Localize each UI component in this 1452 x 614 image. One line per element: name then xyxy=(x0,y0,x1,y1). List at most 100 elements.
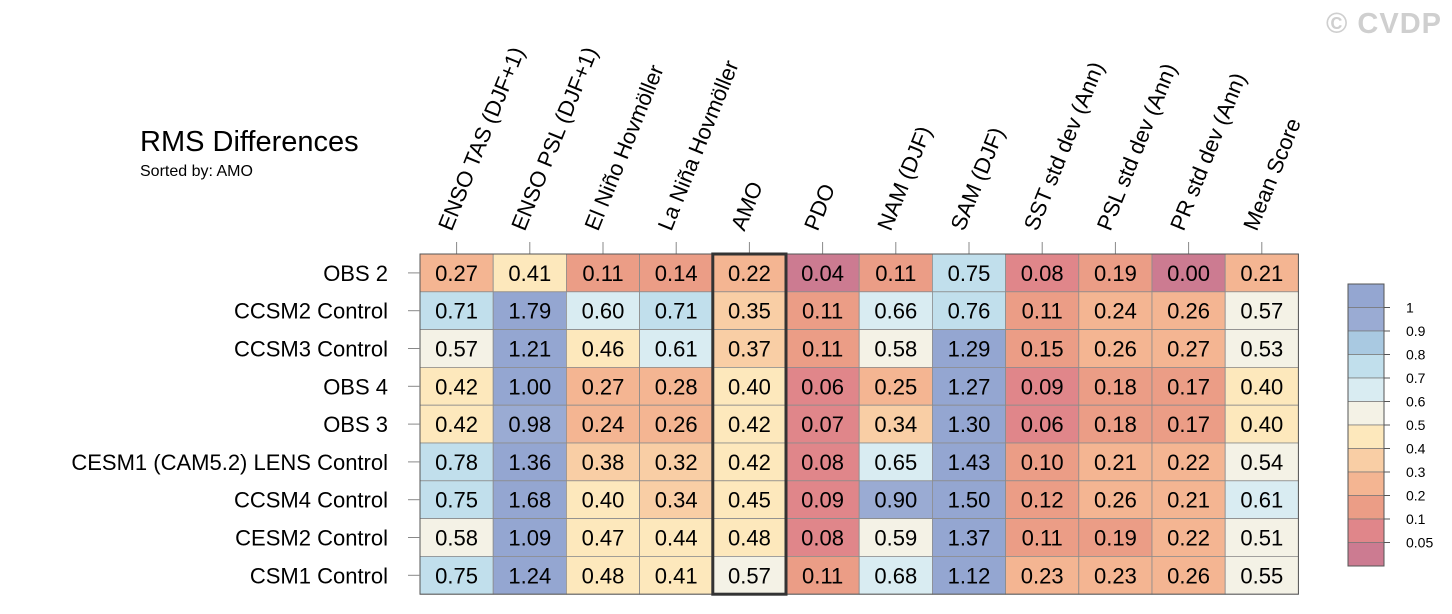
cell-value: 0.27 xyxy=(435,261,478,286)
cell-value: 0.34 xyxy=(655,488,698,513)
cell-value: 1.43 xyxy=(948,450,991,475)
cell-ccsm2-control-amo xyxy=(712,291,787,330)
cell-ccsm2-control-sst-std-dev-ann xyxy=(1005,291,1080,330)
cell-csm1-control-pr-std-dev-ann xyxy=(1151,556,1226,595)
heatmap-cells: 0.27 0.41 0.11 0.14 0.22 0.04 0.11 0.75 0.08 0.19… xyxy=(419,253,1299,595)
column-label-nam-djf: NAM (DJF) xyxy=(872,123,936,234)
row-labels: OBS 2 CCSM2 Control CCSM3 Control OBS 4 OBS … xyxy=(71,261,420,588)
cell-value: 1.68 xyxy=(508,488,551,513)
cell-value: 0.11 xyxy=(1022,526,1063,551)
column-label-sst-std-dev-ann: SST std dev (Ann) xyxy=(1019,58,1109,234)
cell-value: 0.27 xyxy=(582,374,625,399)
column-label-sam-djf: SAM (DJF) xyxy=(945,124,1009,234)
cell-ccsm4-control-sam-djf xyxy=(932,480,1007,519)
cell-value: 0.37 xyxy=(728,337,771,362)
chart-title: RMS Differences xyxy=(140,126,359,158)
cell-value: 0.57 xyxy=(435,337,478,362)
cell-value: 0.35 xyxy=(728,299,771,324)
cell-cesm1-cam5-2-lens-control-la-nina-hovmoller xyxy=(639,442,714,482)
colorbar-label: 0.5 xyxy=(1406,417,1426,433)
cell-cesm1-cam5-2-lens-control-pr-std-dev-ann xyxy=(1151,442,1226,482)
cell-obs-2-nam-djf xyxy=(858,253,933,293)
cell-value: 0.19 xyxy=(1094,526,1137,551)
row-label-csm1-control: CSM1 Control xyxy=(250,563,388,588)
cell-value: 0.08 xyxy=(801,526,844,551)
cell-value: 1.21 xyxy=(508,337,551,362)
cell-value: 0.19 xyxy=(1094,261,1137,286)
cell-value: 0.58 xyxy=(435,526,478,551)
cell-value: 0.23 xyxy=(1094,563,1137,588)
cell-value: 0.53 xyxy=(1240,337,1283,362)
cell-value: 0.22 xyxy=(1167,526,1210,551)
cell-value: 0.38 xyxy=(582,450,625,475)
cell-csm1-control-pdo xyxy=(785,556,860,595)
highlight-column-box xyxy=(711,252,788,596)
cell-value: 0.57 xyxy=(728,563,771,588)
colorbar-swatch xyxy=(1347,471,1385,496)
colorbar-swatch xyxy=(1347,518,1385,543)
cell-value: 1.12 xyxy=(948,563,991,588)
cell-value: 0.54 xyxy=(1240,450,1283,475)
colorbar-swatch xyxy=(1347,495,1385,520)
colorbar-label: 1 xyxy=(1406,300,1414,316)
cell-value: 0.27 xyxy=(1167,337,1210,362)
cell-value: 0.42 xyxy=(435,412,478,437)
cell-obs-4-la-nina-hovmoller xyxy=(639,366,714,406)
cell-ccsm4-control-enso-psl-djf-1 xyxy=(492,480,567,519)
cell-value: 0.66 xyxy=(874,299,917,324)
cell-value: 0.15 xyxy=(1021,337,1064,362)
cell-cesm1-cam5-2-lens-control-sam-djf xyxy=(932,442,1007,482)
cell-obs-3-sst-std-dev-ann xyxy=(1005,404,1080,444)
cell-ccsm4-control-mean-score xyxy=(1224,480,1299,519)
cell-value: 0.34 xyxy=(874,412,917,437)
column-ticks xyxy=(456,242,1263,254)
cell-obs-4-mean-score xyxy=(1224,366,1299,406)
row-label-ccsm3-control: CCSM3 Control xyxy=(234,337,388,362)
cell-value: 0.06 xyxy=(801,374,844,399)
column-label-psl-std-dev-ann: PSL std dev (Ann) xyxy=(1092,60,1182,234)
cell-obs-3-sam-djf xyxy=(932,404,1007,444)
cell-ccsm2-control-el-nino-hovmoller xyxy=(566,291,641,330)
colorbar-swatch xyxy=(1347,542,1385,567)
cell-value: 0.65 xyxy=(874,450,917,475)
cell-value: 1.00 xyxy=(508,374,551,399)
cell-value: 0.71 xyxy=(435,299,478,324)
cell-cesm2-control-sst-std-dev-ann xyxy=(1005,518,1080,557)
column-label-pr-std-dev-ann: PR std dev (Ann) xyxy=(1165,69,1251,234)
cell-ccsm2-control-mean-score xyxy=(1224,291,1299,330)
colorbar-label: 0.3 xyxy=(1406,464,1426,480)
cell-value: 0.61 xyxy=(655,337,698,362)
cell-value: 0.59 xyxy=(874,526,917,551)
cell-value: 0.55 xyxy=(1240,563,1283,588)
cell-value: 1.37 xyxy=(948,526,991,551)
colorbar-label: 0.4 xyxy=(1406,441,1426,457)
colorbar-swatch xyxy=(1347,354,1385,379)
cell-ccsm2-control-psl-std-dev-ann xyxy=(1078,291,1153,330)
cell-value: 0.75 xyxy=(435,488,478,513)
cell-value: 1.29 xyxy=(948,337,991,362)
cell-value: 0.21 xyxy=(1167,488,1210,513)
cell-value: 0.07 xyxy=(801,412,844,437)
cell-value: 0.11 xyxy=(875,261,916,286)
cell-ccsm2-control-enso-tas-djf-1 xyxy=(419,291,494,330)
cell-obs-3-amo xyxy=(712,404,787,444)
cell-value: 0.78 xyxy=(435,450,478,475)
cell-obs-4-pdo xyxy=(785,366,860,406)
colorbar-label: 0.6 xyxy=(1406,394,1426,410)
watermark: © CVDP xyxy=(1326,8,1442,40)
column-label-mean-score: Mean Score xyxy=(1238,115,1306,234)
cell-csm1-control-el-nino-hovmoller xyxy=(566,556,641,595)
cell-value: 0.76 xyxy=(948,299,991,324)
cell-cesm2-control-psl-std-dev-ann xyxy=(1078,518,1153,557)
cell-value: 1.24 xyxy=(508,563,551,588)
cell-value: 0.09 xyxy=(801,488,844,513)
cell-ccsm2-control-enso-psl-djf-1 xyxy=(492,291,567,330)
colorbar-swatch xyxy=(1347,377,1385,402)
cell-ccsm3-control-el-nino-hovmoller xyxy=(566,329,641,368)
cell-ccsm2-control-pr-std-dev-ann xyxy=(1151,291,1226,330)
cell-value: 0.21 xyxy=(1240,261,1283,286)
cell-value: 0.22 xyxy=(728,261,771,286)
cell-value: 0.11 xyxy=(582,261,623,286)
cell-value: 0.21 xyxy=(1094,450,1137,475)
cell-value: 0.75 xyxy=(435,563,478,588)
